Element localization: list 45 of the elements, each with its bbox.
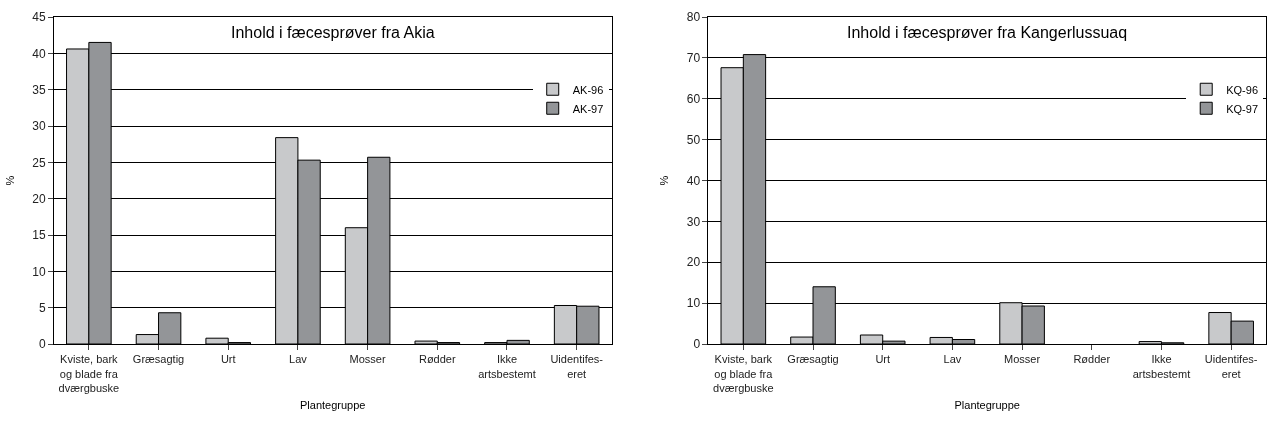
y-tick-label: 45 bbox=[32, 10, 46, 25]
y-tick-label: 40 bbox=[686, 173, 701, 188]
legend-label: KQ-96 bbox=[1226, 83, 1259, 96]
y-tick-label: 35 bbox=[32, 82, 46, 97]
chart-title: Inhold i fæcesprøver fra Akia bbox=[231, 24, 435, 41]
y-tick-label: 5 bbox=[38, 300, 46, 315]
x-tick-label: Græsagtig bbox=[787, 353, 839, 366]
x-tick-label: Kviste, bark og blade fra dværgbuske bbox=[713, 353, 774, 394]
y-tick-label: 70 bbox=[686, 51, 701, 66]
x-tick-label: Mosser bbox=[349, 353, 386, 366]
x-tick-label: Kviste, bark og blade fra dværgbuske bbox=[58, 353, 120, 394]
x-axis-title: Plantegruppe bbox=[954, 399, 1020, 411]
y-tick-label: 80 bbox=[686, 10, 701, 25]
legend-label: AK-97 bbox=[572, 102, 604, 115]
x-tick-label: Mosser bbox=[1004, 353, 1041, 366]
x-tick-label: Rødder bbox=[418, 353, 456, 366]
y-tick-label: 30 bbox=[686, 214, 701, 229]
y-tick-label: 0 bbox=[693, 337, 701, 352]
y-tick-label: 20 bbox=[686, 255, 701, 270]
x-tick-label: Ikke artsbestemt bbox=[1132, 353, 1191, 380]
x-tick-label: Ikke artsbestemt bbox=[478, 353, 536, 380]
y-tick-label: 0 bbox=[38, 337, 46, 352]
y-axis-title: % bbox=[658, 175, 671, 186]
x-tick-label: Uidentifes-eret bbox=[1204, 353, 1258, 380]
x-tick-label: Uidentifes-eret bbox=[550, 353, 604, 380]
y-axis-title: % bbox=[3, 175, 16, 186]
y-tick-label: 50 bbox=[686, 132, 701, 147]
y-tick-label: 10 bbox=[32, 264, 46, 279]
y-tick-label: 60 bbox=[686, 91, 701, 106]
y-tick-label: 15 bbox=[32, 228, 46, 243]
x-tick-label: Lav bbox=[289, 353, 308, 366]
x-tick-label: Græsagtig bbox=[132, 353, 185, 366]
x-tick-label: Urt bbox=[220, 353, 236, 366]
y-tick-label: 30 bbox=[32, 119, 46, 134]
y-tick-label: 40 bbox=[32, 46, 46, 61]
x-tick-label: Rødder bbox=[1073, 353, 1111, 366]
y-tick-label: 10 bbox=[686, 296, 701, 311]
chart-title: Inhold i fæcesprøver fra Kangerlussuaq bbox=[847, 24, 1128, 41]
y-tick-label: 25 bbox=[32, 155, 46, 170]
legend-label: AK-96 bbox=[572, 83, 604, 96]
x-tick-label: Urt bbox=[875, 353, 891, 366]
x-axis-title: Plantegruppe bbox=[300, 399, 366, 411]
x-tick-label: Lav bbox=[943, 353, 962, 366]
legend-label: KQ-97 bbox=[1226, 102, 1259, 115]
y-tick-label: 20 bbox=[32, 191, 46, 206]
